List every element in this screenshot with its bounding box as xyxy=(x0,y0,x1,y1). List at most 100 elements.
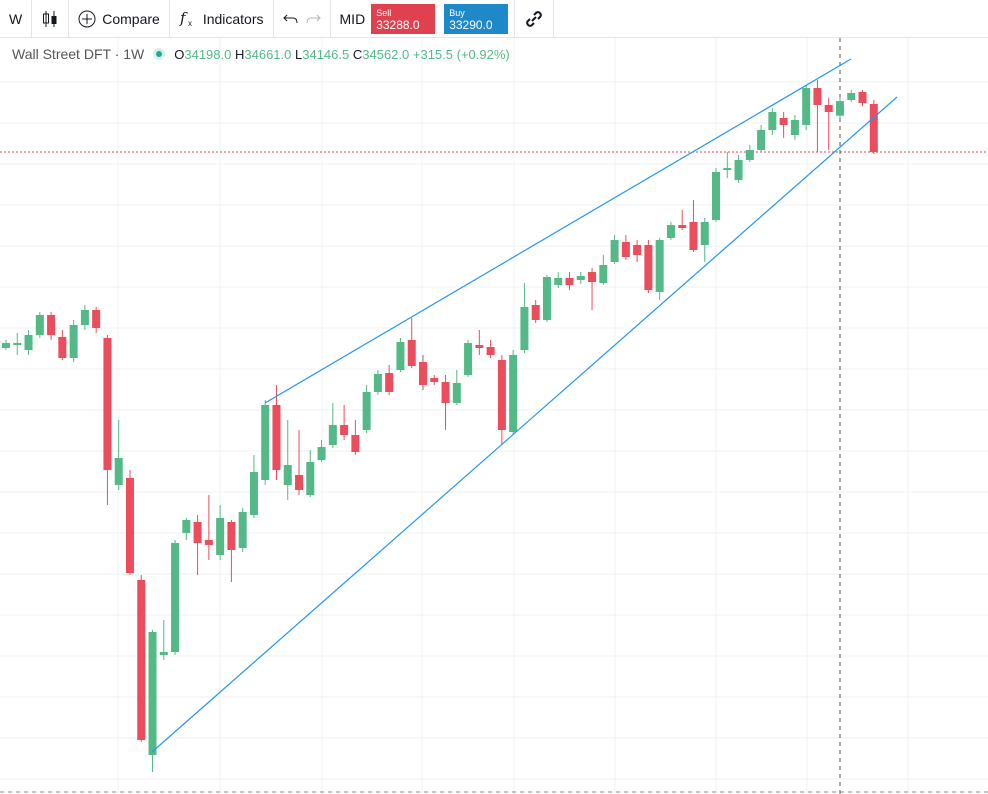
candle-body xyxy=(644,245,653,290)
candle-body xyxy=(802,88,811,125)
trend-line[interactable] xyxy=(264,58,852,404)
candle-body xyxy=(35,315,44,335)
compare-label: Compare xyxy=(102,10,160,27)
candle-body xyxy=(261,405,270,480)
candle-body xyxy=(204,540,213,545)
buy-price: 33290.0 xyxy=(449,17,493,32)
trend-line[interactable] xyxy=(151,96,898,753)
candle-body xyxy=(193,522,202,543)
symbol: Wall Street DFT · 1W xyxy=(12,46,145,62)
candle-body xyxy=(835,101,844,116)
candle-body xyxy=(824,105,833,112)
candle-body xyxy=(114,458,123,485)
candle-body xyxy=(159,652,168,655)
interval-button[interactable]: W xyxy=(0,0,33,38)
candle-body xyxy=(768,112,777,130)
candle-body xyxy=(362,392,371,430)
legend: Wall Street DFT · 1W O34198.0 H34661.0 L… xyxy=(12,46,510,62)
candle-body xyxy=(497,360,506,430)
interval: W xyxy=(9,10,23,27)
candle-body xyxy=(757,130,766,150)
candle-icon xyxy=(43,10,57,27)
candle-body xyxy=(283,465,292,485)
sell-label: Sell xyxy=(376,7,392,18)
candle-body xyxy=(351,435,360,452)
candle-body xyxy=(633,245,642,255)
mid-label[interactable]: MID xyxy=(339,10,366,27)
candle-body xyxy=(452,383,461,403)
link-icon xyxy=(526,10,542,27)
candle-body xyxy=(655,240,664,292)
candle-body xyxy=(227,522,236,550)
candle-body xyxy=(182,520,191,533)
undo-icon[interactable] xyxy=(282,11,299,27)
candle-body xyxy=(103,338,112,470)
status-dot xyxy=(153,48,166,60)
candle-body xyxy=(238,512,247,548)
h-label: H xyxy=(234,46,245,62)
candle-body xyxy=(441,382,450,403)
chart-type-button[interactable] xyxy=(32,0,70,38)
candles xyxy=(2,80,878,772)
candle-body xyxy=(80,310,89,325)
sell-price: 33288.0 xyxy=(376,17,420,32)
candle-body xyxy=(858,92,867,103)
candle-body xyxy=(430,378,439,382)
candle-body xyxy=(216,518,225,555)
candle-body xyxy=(813,88,822,105)
candle-body xyxy=(58,337,67,358)
candle-body xyxy=(47,315,56,335)
candle-body xyxy=(171,543,180,652)
grid xyxy=(0,38,988,794)
candle-body xyxy=(847,93,856,100)
candle-body xyxy=(779,118,788,125)
candle-body xyxy=(509,355,518,432)
candle-body xyxy=(520,307,529,350)
candle-body xyxy=(418,362,427,385)
change: +315.5 (+0.92%) xyxy=(412,46,510,62)
plus-icon xyxy=(78,10,96,27)
candle-body xyxy=(745,150,754,160)
link-button[interactable] xyxy=(514,0,555,38)
candle-body xyxy=(148,632,157,755)
candle-body xyxy=(475,345,484,348)
svg-text:x: x xyxy=(188,19,192,28)
candle-body xyxy=(295,475,304,490)
candle-body xyxy=(790,120,799,135)
candle-body xyxy=(554,278,563,285)
l-value: 34146.5 xyxy=(302,46,350,62)
candle-body xyxy=(92,310,101,328)
buy-button[interactable]: Buy 33290.0 xyxy=(444,3,509,34)
candle-body xyxy=(13,343,22,345)
candle-body xyxy=(272,405,281,470)
candle-body xyxy=(734,160,743,180)
candle-body xyxy=(396,342,405,370)
candle-body xyxy=(328,425,337,445)
candle-body xyxy=(621,242,630,257)
compare-button[interactable]: Compare xyxy=(69,0,170,38)
redo-icon[interactable] xyxy=(305,11,321,27)
o-value: 34198.0 xyxy=(184,46,232,62)
candle-body xyxy=(723,168,732,170)
h-value: 34661.0 xyxy=(244,46,292,62)
candle-body xyxy=(373,374,382,392)
candle-body xyxy=(869,104,878,152)
svg-text:f: f xyxy=(179,10,188,27)
candle-body xyxy=(24,335,33,350)
candle-body xyxy=(531,305,540,320)
l-label: L xyxy=(295,46,303,62)
candle-body xyxy=(599,265,608,283)
sell-button[interactable]: Sell 33288.0 xyxy=(371,3,436,34)
candle-body xyxy=(700,222,709,245)
candle-body xyxy=(125,478,134,573)
candle-body xyxy=(588,272,597,282)
candle-body xyxy=(317,447,326,460)
indicators-label: Indicators xyxy=(202,10,264,27)
candle-body xyxy=(340,425,349,435)
candle-body xyxy=(610,240,619,262)
candle-body xyxy=(69,325,78,358)
candle-body xyxy=(678,225,687,228)
